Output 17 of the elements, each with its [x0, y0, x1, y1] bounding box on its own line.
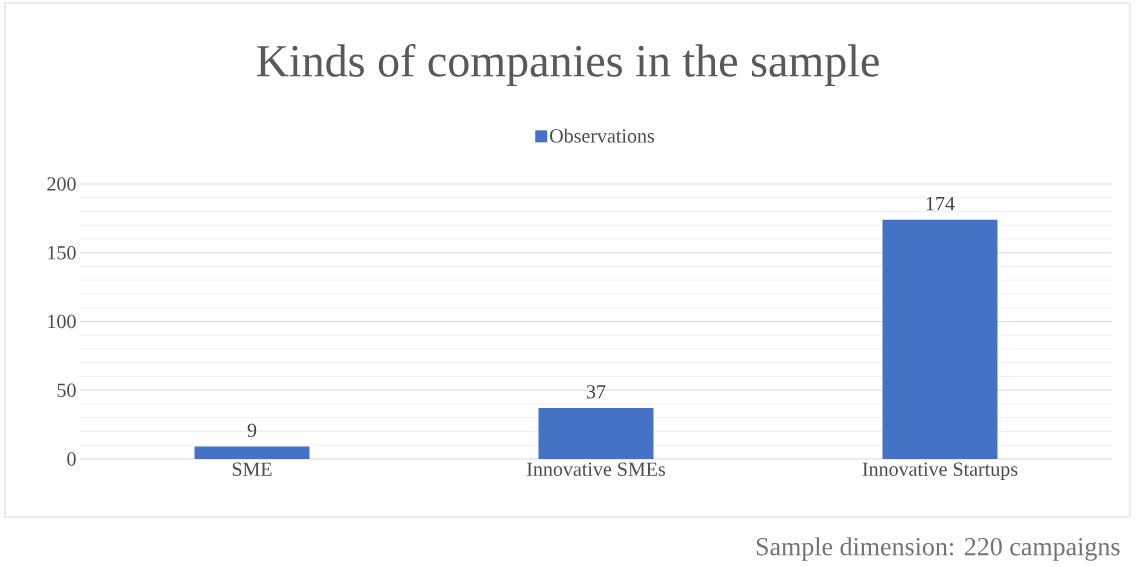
y-tick-label: 200: [47, 177, 76, 191]
legend-label: Observations: [550, 128, 655, 143]
x-tick-label: Innovative Startups: [862, 462, 1018, 481]
data-label: 37: [586, 385, 606, 399]
y-tick-label: 100: [48, 314, 76, 329]
x-tick-label: SME: [232, 462, 272, 476]
text: Sample dimension: 220 campaigns: [756, 537, 1120, 561]
y-tick-label: 50: [57, 383, 76, 397]
data-label: 9: [247, 423, 257, 438]
y-tick-label: 0: [67, 452, 76, 466]
bar: [882, 219, 998, 459]
x-tick-label: Innovative SMEs: [527, 462, 665, 476]
chart-title: Kinds of companies in the sample: [256, 43, 879, 87]
y-tick-label: 150: [48, 245, 76, 260]
data-label: 174: [926, 197, 955, 211]
bar: [538, 408, 654, 459]
bar: [194, 446, 310, 459]
